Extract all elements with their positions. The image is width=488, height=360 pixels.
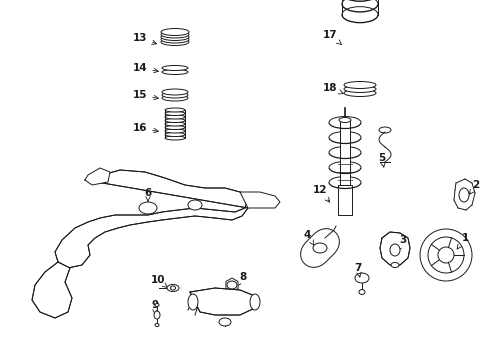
- Ellipse shape: [164, 108, 184, 112]
- Ellipse shape: [154, 311, 160, 319]
- Ellipse shape: [162, 92, 187, 98]
- Polygon shape: [379, 232, 409, 265]
- Ellipse shape: [312, 243, 326, 253]
- Ellipse shape: [389, 244, 399, 256]
- Polygon shape: [85, 168, 110, 185]
- Circle shape: [419, 229, 471, 281]
- Bar: [337, 185, 351, 215]
- Text: 10: 10: [150, 275, 167, 288]
- Ellipse shape: [162, 66, 187, 71]
- Ellipse shape: [161, 31, 189, 38]
- Ellipse shape: [164, 136, 184, 140]
- Ellipse shape: [170, 286, 175, 290]
- Text: 18: 18: [322, 83, 343, 94]
- Ellipse shape: [162, 89, 187, 95]
- Ellipse shape: [219, 318, 230, 326]
- Text: 6: 6: [144, 188, 151, 201]
- Ellipse shape: [249, 294, 260, 310]
- Polygon shape: [55, 170, 247, 268]
- Text: 4: 4: [303, 230, 313, 245]
- Ellipse shape: [161, 28, 189, 36]
- Ellipse shape: [162, 69, 187, 75]
- Ellipse shape: [164, 118, 184, 122]
- Text: 3: 3: [397, 235, 406, 251]
- Polygon shape: [190, 288, 254, 315]
- Ellipse shape: [164, 115, 184, 119]
- Ellipse shape: [155, 324, 159, 327]
- Text: 15: 15: [132, 90, 158, 100]
- Circle shape: [427, 237, 463, 273]
- Polygon shape: [225, 278, 238, 292]
- Text: 12: 12: [312, 185, 329, 202]
- Ellipse shape: [343, 81, 375, 89]
- Ellipse shape: [167, 284, 179, 292]
- Ellipse shape: [390, 262, 398, 267]
- Text: 9: 9: [151, 300, 158, 314]
- Text: 1: 1: [456, 233, 468, 249]
- Ellipse shape: [161, 36, 189, 43]
- Ellipse shape: [162, 95, 187, 101]
- Ellipse shape: [164, 112, 184, 116]
- Ellipse shape: [139, 202, 157, 214]
- Ellipse shape: [161, 39, 189, 45]
- Ellipse shape: [187, 294, 198, 310]
- Ellipse shape: [358, 289, 364, 294]
- Ellipse shape: [187, 200, 202, 210]
- Text: 11: 11: [210, 298, 225, 311]
- Text: 5: 5: [378, 153, 385, 167]
- Text: 14: 14: [132, 63, 158, 73]
- Polygon shape: [32, 262, 72, 318]
- Text: 17: 17: [322, 30, 341, 45]
- Ellipse shape: [354, 273, 368, 283]
- Ellipse shape: [343, 90, 375, 96]
- Circle shape: [437, 247, 453, 263]
- Polygon shape: [240, 192, 280, 208]
- Bar: [339, 120, 349, 185]
- Ellipse shape: [164, 132, 184, 136]
- Ellipse shape: [164, 129, 184, 133]
- Ellipse shape: [343, 85, 375, 93]
- Ellipse shape: [226, 281, 237, 289]
- Ellipse shape: [164, 122, 184, 126]
- Text: 13: 13: [132, 33, 156, 44]
- Ellipse shape: [164, 126, 184, 130]
- Text: 16: 16: [132, 123, 158, 133]
- Text: 7: 7: [354, 263, 361, 277]
- Ellipse shape: [338, 117, 350, 122]
- Polygon shape: [300, 229, 339, 267]
- Text: 2: 2: [468, 180, 479, 194]
- Ellipse shape: [161, 33, 189, 40]
- Text: 8: 8: [236, 272, 246, 286]
- Ellipse shape: [155, 303, 159, 306]
